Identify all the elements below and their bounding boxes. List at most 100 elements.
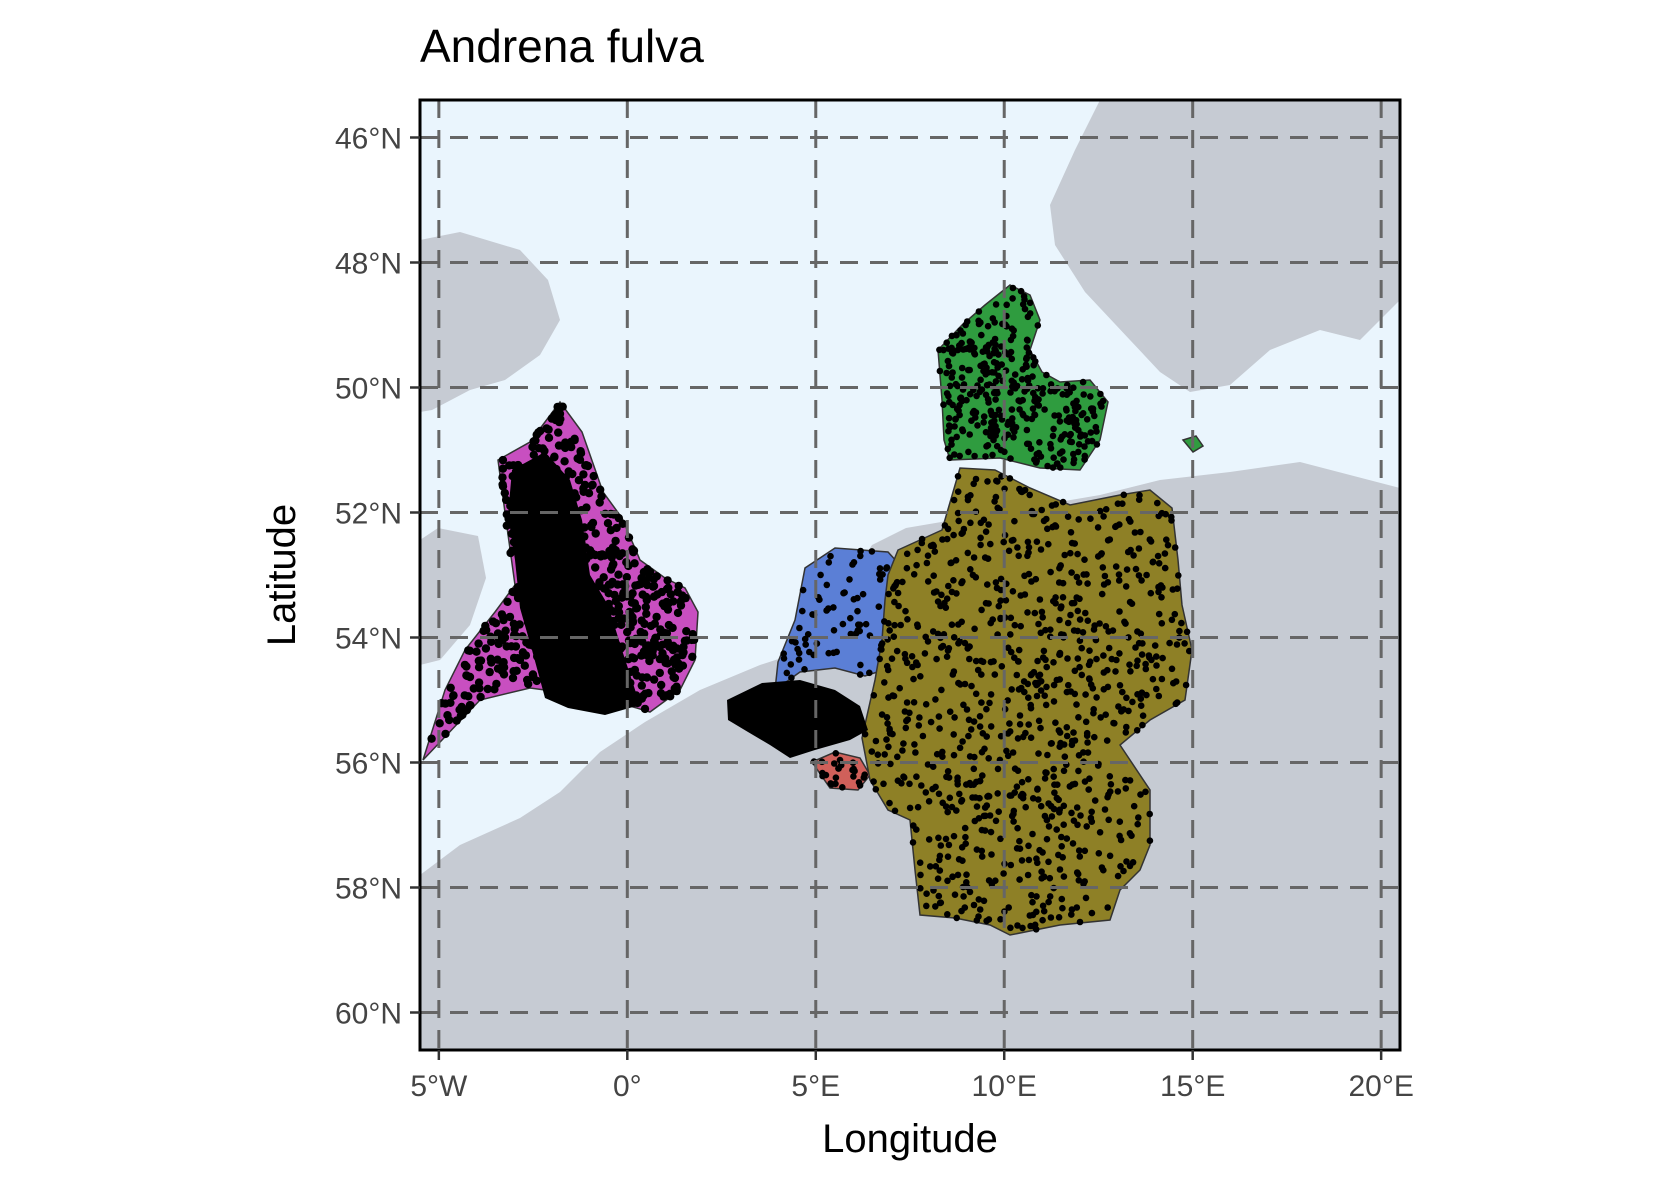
occurrence-point	[668, 645, 678, 655]
occurrence-point	[1134, 657, 1141, 664]
occurrence-point	[1084, 617, 1092, 624]
occurrence-point	[993, 442, 1001, 450]
occurrence-point	[523, 618, 533, 627]
occurrence-point	[1047, 568, 1054, 576]
occurrence-point	[962, 833, 969, 841]
occurrence-point	[1075, 403, 1082, 411]
occurrence-point	[1153, 685, 1160, 693]
occurrence-point	[902, 724, 910, 732]
occurrence-point	[857, 661, 864, 669]
scandinavia-land	[1050, 100, 1400, 392]
occurrence-point	[997, 916, 1004, 923]
occurrence-point	[967, 519, 974, 527]
occurrence-point	[958, 618, 965, 626]
occurrence-point	[590, 601, 599, 610]
occurrence-point	[1016, 876, 1023, 883]
occurrence-point	[593, 623, 603, 632]
occurrence-point	[954, 488, 962, 496]
occurrence-point	[1093, 655, 1100, 663]
occurrence-point	[973, 392, 980, 400]
occurrence-point	[1168, 665, 1176, 673]
occurrence-point	[1127, 668, 1134, 675]
occurrence-point	[598, 550, 607, 559]
occurrence-point	[919, 732, 927, 740]
occurrence-point	[1043, 371, 1050, 379]
occurrence-point	[901, 650, 909, 658]
occurrence-point	[522, 638, 531, 647]
occurrence-point	[1153, 662, 1160, 669]
occurrence-point	[1067, 416, 1075, 423]
occurrence-point	[980, 812, 988, 820]
occurrence-point	[1024, 337, 1031, 344]
occurrence-point	[1027, 734, 1035, 741]
occurrence-point	[971, 625, 978, 633]
occurrence-point	[1079, 749, 1087, 756]
occurrence-point	[1098, 403, 1105, 410]
occurrence-point	[1143, 691, 1150, 699]
occurrence-point	[1052, 719, 1059, 726]
occurrence-point	[887, 760, 894, 768]
occurrence-point	[1112, 668, 1119, 675]
occurrence-point	[523, 595, 533, 604]
occurrence-point	[587, 686, 596, 695]
occurrence-point	[1155, 512, 1162, 520]
occurrence-point	[1162, 510, 1169, 518]
occurrence-point	[861, 730, 869, 738]
occurrence-point	[474, 678, 484, 687]
occurrence-point	[1005, 547, 1013, 555]
occurrence-point	[885, 743, 892, 751]
occurrence-point	[1014, 544, 1021, 551]
occurrence-point	[893, 647, 901, 655]
occurrence-point	[860, 774, 868, 781]
occurrence-point	[954, 781, 961, 788]
occurrence-point	[568, 686, 577, 695]
occurrence-point	[994, 478, 1001, 485]
occurrence-point	[832, 780, 839, 788]
occurrence-point	[900, 774, 908, 781]
occurrence-point	[1114, 500, 1122, 508]
occurrence-point	[1115, 571, 1123, 578]
occurrence-point	[1115, 577, 1123, 584]
occurrence-point	[1045, 858, 1052, 866]
occurrence-point	[1084, 749, 1092, 756]
occurrence-point	[1105, 816, 1112, 824]
occurrence-point	[923, 890, 930, 897]
occurrence-point	[1094, 524, 1102, 531]
occurrence-point	[481, 644, 491, 653]
occurrence-point	[465, 646, 475, 655]
occurrence-point	[1075, 847, 1083, 854]
occurrence-point	[1080, 391, 1087, 398]
occurrence-point	[987, 828, 995, 836]
occurrence-point	[1010, 818, 1017, 825]
occurrence-point	[577, 580, 586, 589]
occurrence-point	[1155, 583, 1162, 591]
occurrence-point	[663, 576, 672, 585]
occurrence-point	[1023, 426, 1031, 434]
occurrence-point	[1173, 641, 1181, 648]
occurrence-point	[924, 761, 932, 768]
occurrence-point	[1090, 706, 1097, 713]
occurrence-point	[1014, 735, 1022, 742]
occurrence-point	[1127, 518, 1134, 525]
occurrence-point	[1116, 521, 1123, 528]
occurrence-point	[948, 441, 955, 448]
occurrence-point	[532, 642, 541, 651]
occurrence-point	[976, 723, 984, 730]
occurrence-point	[1068, 438, 1076, 446]
occurrence-point	[972, 690, 980, 698]
occurrence-point	[1074, 550, 1081, 558]
occurrence-point	[950, 832, 958, 840]
occurrence-point	[1061, 431, 1069, 438]
occurrence-point	[876, 570, 883, 578]
occurrence-point	[568, 674, 577, 684]
occurrence-point	[1021, 296, 1028, 303]
occurrence-point	[529, 610, 539, 619]
occurrence-point	[520, 661, 529, 670]
occurrence-point	[917, 673, 924, 680]
occurrence-point	[902, 607, 909, 615]
occurrence-point	[537, 485, 546, 494]
occurrence-point	[487, 637, 496, 646]
occurrence-point	[1037, 678, 1045, 685]
occurrence-point	[988, 369, 996, 376]
occurrence-point	[1033, 692, 1041, 700]
